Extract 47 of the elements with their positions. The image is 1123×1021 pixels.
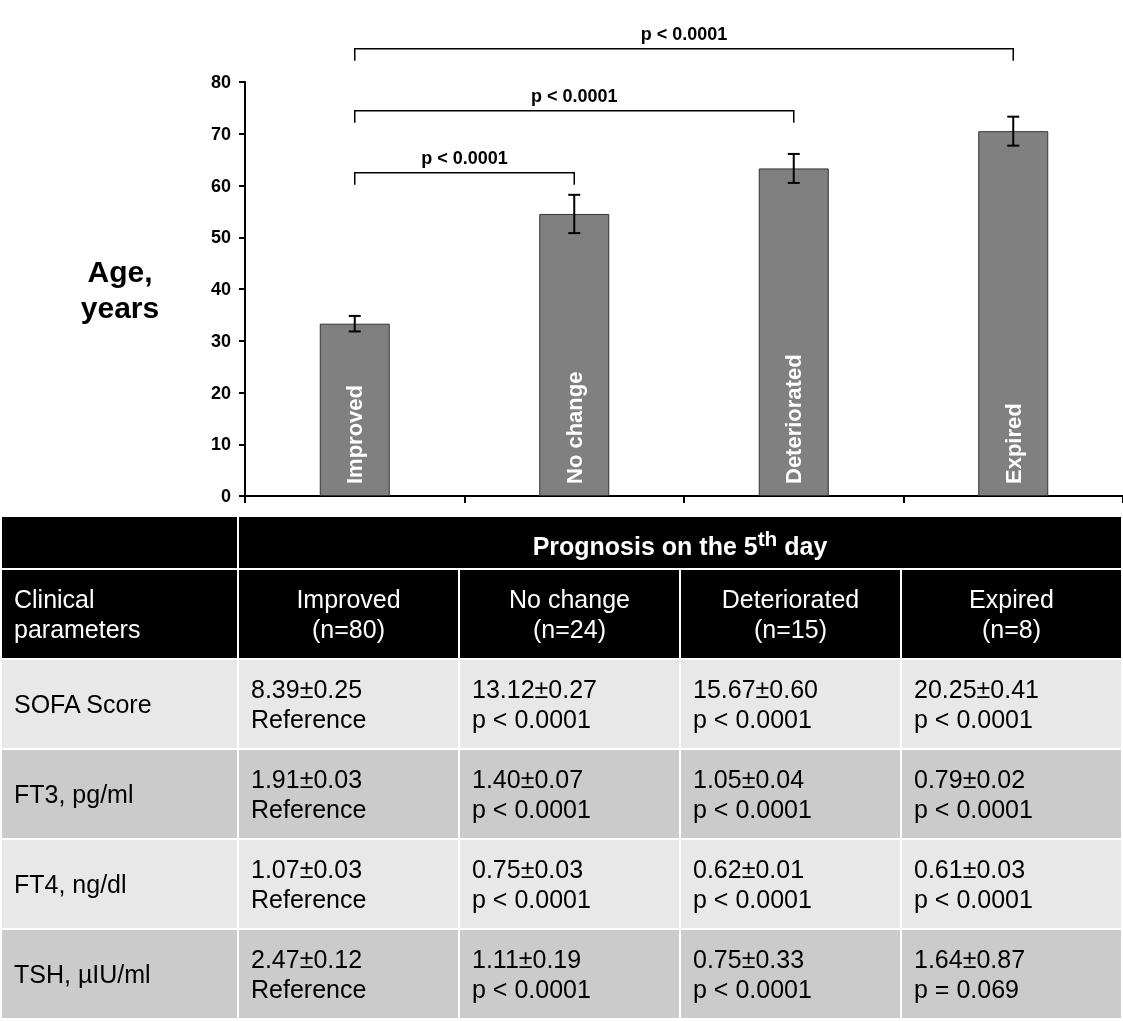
text: 0.62±0.01 p < 0.0001 [693, 855, 812, 913]
y-tick-label: 70 [210, 123, 231, 144]
category-label: Deteriorated (n=15) [680, 569, 901, 659]
text: 0.79±0.02 p < 0.0001 [914, 765, 1033, 823]
category-label: No change [561, 371, 587, 484]
text: 20.25±0.41 p < 0.0001 [914, 675, 1039, 733]
category-label: Deteriorated [781, 354, 807, 484]
bar [539, 213, 610, 496]
text: 8.39±0.25 Reference [251, 675, 367, 733]
category-label: Improved (n=80) [238, 569, 459, 659]
text: p < 0.0001 [640, 23, 728, 44]
bar [978, 131, 1049, 496]
text: 0.61±0.03 p < 0.0001 [914, 855, 1033, 913]
category-label: FT4, ng/dl [14, 870, 127, 898]
text: Clinical parameters [1, 569, 238, 659]
text: 0.75±0.03 p < 0.0001 [472, 855, 591, 913]
text: 2.47±0.12 Reference [251, 945, 367, 1003]
text: 1.40±0.07 p < 0.0001 [472, 765, 591, 823]
y-tick-label: 20 [210, 382, 231, 403]
text: 13.12±0.27 p < 0.0001 [472, 675, 597, 733]
text: 1.05±0.04 p < 0.0001 [693, 765, 812, 823]
y-tick-label: 40 [210, 279, 231, 299]
text: 0.75±0.33 p < 0.0001 [693, 945, 812, 1003]
category-label: Expired [1000, 403, 1026, 484]
text: 1.91±0.03 Reference [251, 765, 367, 823]
category-label: No change (n=24) [459, 569, 680, 659]
text: 1.64±0.87 p = 0.069 [914, 945, 1026, 1003]
annotation: p < 0.0001 [530, 85, 618, 106]
text: 15.67±0.60 p < 0.0001 [693, 675, 818, 733]
category-label: Improved [342, 384, 368, 484]
y-axis-title: Age, years [79, 254, 161, 326]
category-label: TSH, µIU/ml [14, 960, 151, 988]
text: 1.07±0.03 Reference [251, 855, 367, 913]
annotation: p < 0.0001 [421, 147, 508, 168]
category-label: SOFA Score [14, 690, 152, 718]
y-tick-label: 0 [220, 486, 231, 506]
y-tick-label: 60 [210, 175, 231, 196]
category-label: FT3, pg/ml [14, 780, 134, 808]
y-tick-label: 80 [210, 72, 231, 92]
bar [319, 323, 390, 496]
text: Prognosis on the 5$^{th}$ day [238, 516, 1122, 569]
category-label: Expired (n=8) [901, 569, 1122, 659]
text: 1.11±0.19 p < 0.0001 [472, 945, 591, 1003]
y-tick-label: 10 [210, 434, 231, 455]
y-tick-label: 50 [210, 227, 231, 248]
y-tick-label: 30 [210, 330, 231, 351]
bar [758, 168, 829, 496]
